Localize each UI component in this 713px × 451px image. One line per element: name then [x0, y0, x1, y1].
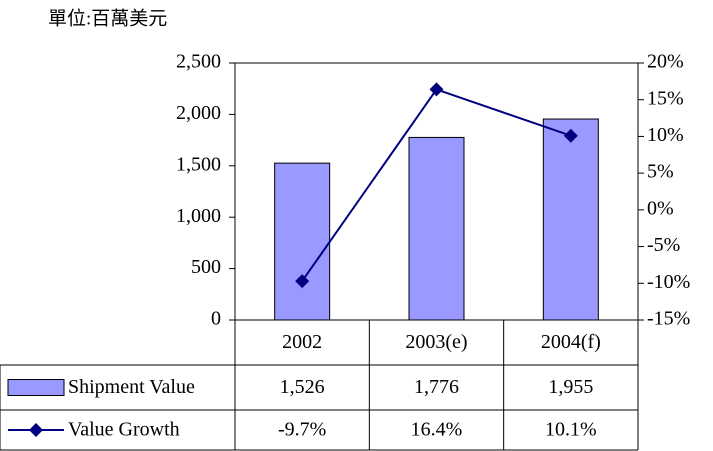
legend-marker [29, 423, 43, 437]
legend-swatch [7, 379, 65, 396]
table-value: -9.7% [278, 419, 326, 441]
bar [408, 136, 465, 321]
y2-tick-label: 0% [647, 197, 674, 219]
table-value: 16.4% [411, 419, 463, 441]
bar [274, 162, 331, 321]
y-tick-label: 2,500 [176, 51, 221, 73]
y-tick-label: 2,000 [176, 102, 221, 124]
y-tick-label: 1,500 [176, 153, 221, 175]
y-tick-label: 1,000 [176, 205, 221, 227]
y2-tick-label: 15% [647, 87, 684, 109]
marker [295, 274, 310, 289]
y2-tick-label: 5% [647, 161, 674, 183]
y2-tick-label: 10% [647, 124, 684, 146]
table-value: 10.1% [545, 419, 597, 441]
y2-tick-label: -10% [647, 271, 690, 293]
chart-subtitle: 單位:百萬美元 [48, 7, 167, 29]
y2-tick-label: -5% [647, 234, 680, 256]
table-value: 1,776 [414, 376, 459, 398]
y2-tick-label: -15% [647, 308, 690, 330]
y-tick-label: 500 [191, 256, 221, 278]
legend-label: Value Growth [68, 419, 180, 441]
y2-tick-label: 20% [647, 51, 684, 73]
table-value: 1,526 [280, 376, 325, 398]
y-tick-label: 0 [211, 308, 221, 330]
x-tick-label: 2004(f) [541, 331, 601, 353]
legend-label: Shipment Value [68, 376, 195, 398]
marker [563, 128, 578, 143]
marker [429, 82, 444, 97]
x-tick-label: 2003(e) [405, 331, 467, 353]
bar [542, 118, 599, 321]
table-value: 1,955 [548, 376, 593, 398]
x-tick-label: 2002 [282, 331, 322, 353]
